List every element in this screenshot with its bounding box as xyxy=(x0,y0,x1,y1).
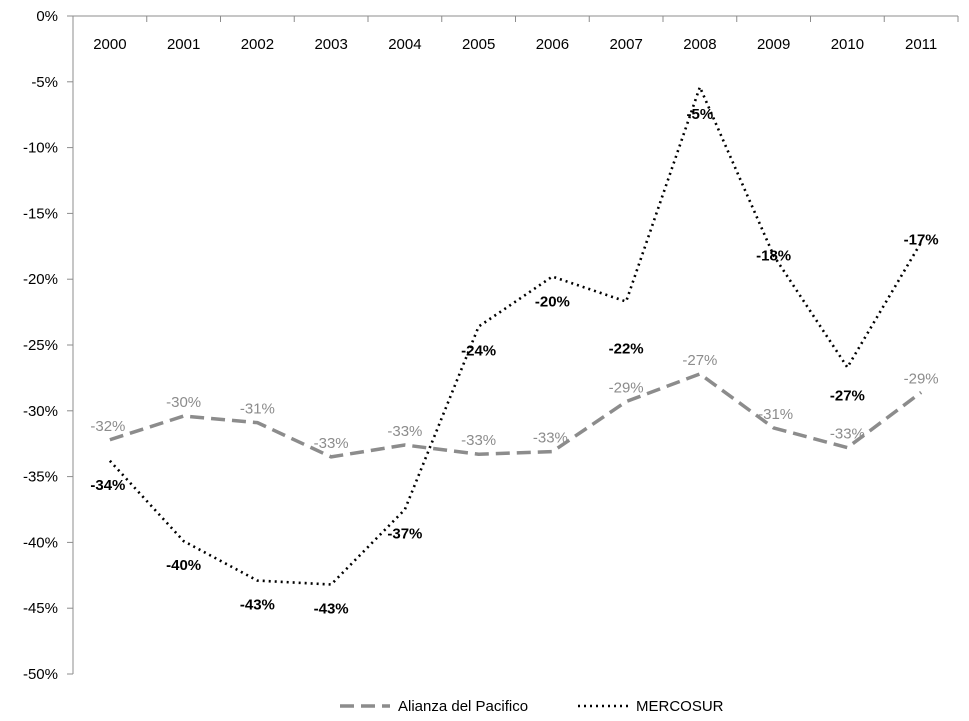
data-label: -37% xyxy=(387,526,422,543)
data-label: -33% xyxy=(314,435,349,452)
data-label: -17% xyxy=(904,231,939,248)
legend-label: Alianza del Pacifico xyxy=(398,698,528,715)
x-tick-label: 2001 xyxy=(167,36,200,53)
y-tick-label: -40% xyxy=(23,534,58,551)
y-tick-label: -25% xyxy=(23,337,58,354)
x-tick-label: 2009 xyxy=(757,36,790,53)
x-tick-label: 2010 xyxy=(831,36,864,53)
data-label: -33% xyxy=(387,423,422,440)
data-label: -31% xyxy=(758,406,793,423)
y-axis-tick-labels: 0% -5% -10% -15% -20% -25% -30% -35% -40% -45% -50… xyxy=(23,8,58,683)
x-tick-label: 2008 xyxy=(683,36,716,53)
y-tick-label: -45% xyxy=(23,600,58,617)
y-tick-label: -20% xyxy=(23,271,58,288)
y-tick-label: -15% xyxy=(23,205,58,222)
x-axis-tick-labels: 2000 2001 2002 2003 2004 2005 2006 2007 2008 2009… xyxy=(93,36,937,53)
data-label: -33% xyxy=(461,432,496,449)
x-tick-label: 2006 xyxy=(536,36,569,53)
y-tick-label: -10% xyxy=(23,140,58,157)
series-line-mercosur xyxy=(108,85,923,586)
x-tick-label: 2011 xyxy=(905,36,937,53)
x-tick-label: 2007 xyxy=(609,36,642,53)
y-tick-label: -50% xyxy=(23,666,58,683)
legend-label: MERCOSUR xyxy=(636,698,724,715)
series-lines xyxy=(108,85,923,586)
y-tick-label: -30% xyxy=(23,403,58,420)
data-label: -24% xyxy=(461,343,496,360)
data-label: -29% xyxy=(904,370,939,387)
data-label: -40% xyxy=(166,557,201,574)
data-label: -34% xyxy=(90,477,125,494)
legend: Alianza del Pacifico MERCOSUR xyxy=(340,698,724,715)
x-tick-label: 2004 xyxy=(388,36,421,53)
data-label: -18% xyxy=(756,248,791,265)
data-label: -5% xyxy=(687,106,714,123)
data-label: -43% xyxy=(240,597,275,614)
data-label: -33% xyxy=(830,426,865,443)
data-label: -32% xyxy=(90,418,125,435)
x-tick-label: 2003 xyxy=(314,36,347,53)
data-label: -33% xyxy=(533,430,568,447)
data-label: -43% xyxy=(314,601,349,618)
data-label: -27% xyxy=(682,352,717,369)
chart-axes xyxy=(67,15,959,675)
series-line-alianza-del-pacifico xyxy=(109,372,923,459)
data-label: -20% xyxy=(535,294,570,311)
x-tick-label: 2002 xyxy=(241,36,274,53)
data-label: -22% xyxy=(609,341,644,358)
y-tick-label: -35% xyxy=(23,469,58,486)
data-label: -29% xyxy=(609,380,644,397)
data-labels: -32% -30% -31% -33% -33% -33% -33% -29% -27% -31%… xyxy=(90,106,938,617)
y-tick-label: -5% xyxy=(31,74,58,91)
data-label: -30% xyxy=(166,394,201,411)
x-tick-label: 2005 xyxy=(462,36,495,53)
x-tick-label: 2000 xyxy=(93,36,126,53)
data-label: -27% xyxy=(830,387,865,404)
data-label: -31% xyxy=(240,401,275,418)
y-tick-label: 0% xyxy=(36,8,58,25)
